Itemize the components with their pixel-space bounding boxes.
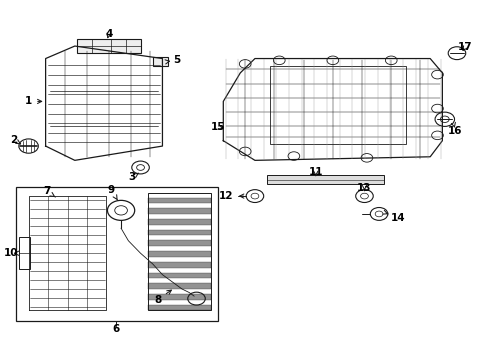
Bar bbox=[19, 237, 29, 269]
Bar bbox=[16, 187, 219, 321]
Bar bbox=[148, 251, 211, 257]
Bar bbox=[77, 39, 141, 53]
Text: 17: 17 bbox=[458, 42, 472, 52]
Text: 1: 1 bbox=[25, 96, 42, 107]
Bar bbox=[148, 193, 211, 310]
Bar bbox=[148, 198, 211, 203]
Text: 8: 8 bbox=[154, 290, 172, 305]
Text: 2: 2 bbox=[10, 135, 21, 145]
Text: 7: 7 bbox=[43, 186, 55, 197]
Bar bbox=[267, 175, 384, 184]
Bar bbox=[148, 283, 211, 289]
Bar bbox=[148, 219, 211, 225]
Text: 13: 13 bbox=[357, 183, 372, 193]
Text: 9: 9 bbox=[108, 185, 118, 200]
Bar bbox=[148, 305, 211, 310]
Bar bbox=[148, 262, 211, 267]
Text: 11: 11 bbox=[309, 167, 323, 177]
Text: 5: 5 bbox=[165, 55, 181, 65]
Bar bbox=[270, 66, 406, 144]
Text: 3: 3 bbox=[129, 172, 139, 182]
Text: 4: 4 bbox=[105, 29, 113, 39]
Bar bbox=[148, 294, 211, 300]
Bar bbox=[148, 240, 211, 246]
Text: 15: 15 bbox=[211, 122, 226, 132]
Text: 12: 12 bbox=[219, 191, 244, 201]
Text: 14: 14 bbox=[383, 210, 406, 223]
Bar bbox=[148, 230, 211, 235]
Bar bbox=[153, 57, 168, 66]
Bar bbox=[148, 273, 211, 278]
Text: 10: 10 bbox=[3, 248, 19, 258]
Text: 6: 6 bbox=[113, 324, 120, 334]
Bar bbox=[148, 208, 211, 214]
Text: 16: 16 bbox=[448, 122, 463, 136]
